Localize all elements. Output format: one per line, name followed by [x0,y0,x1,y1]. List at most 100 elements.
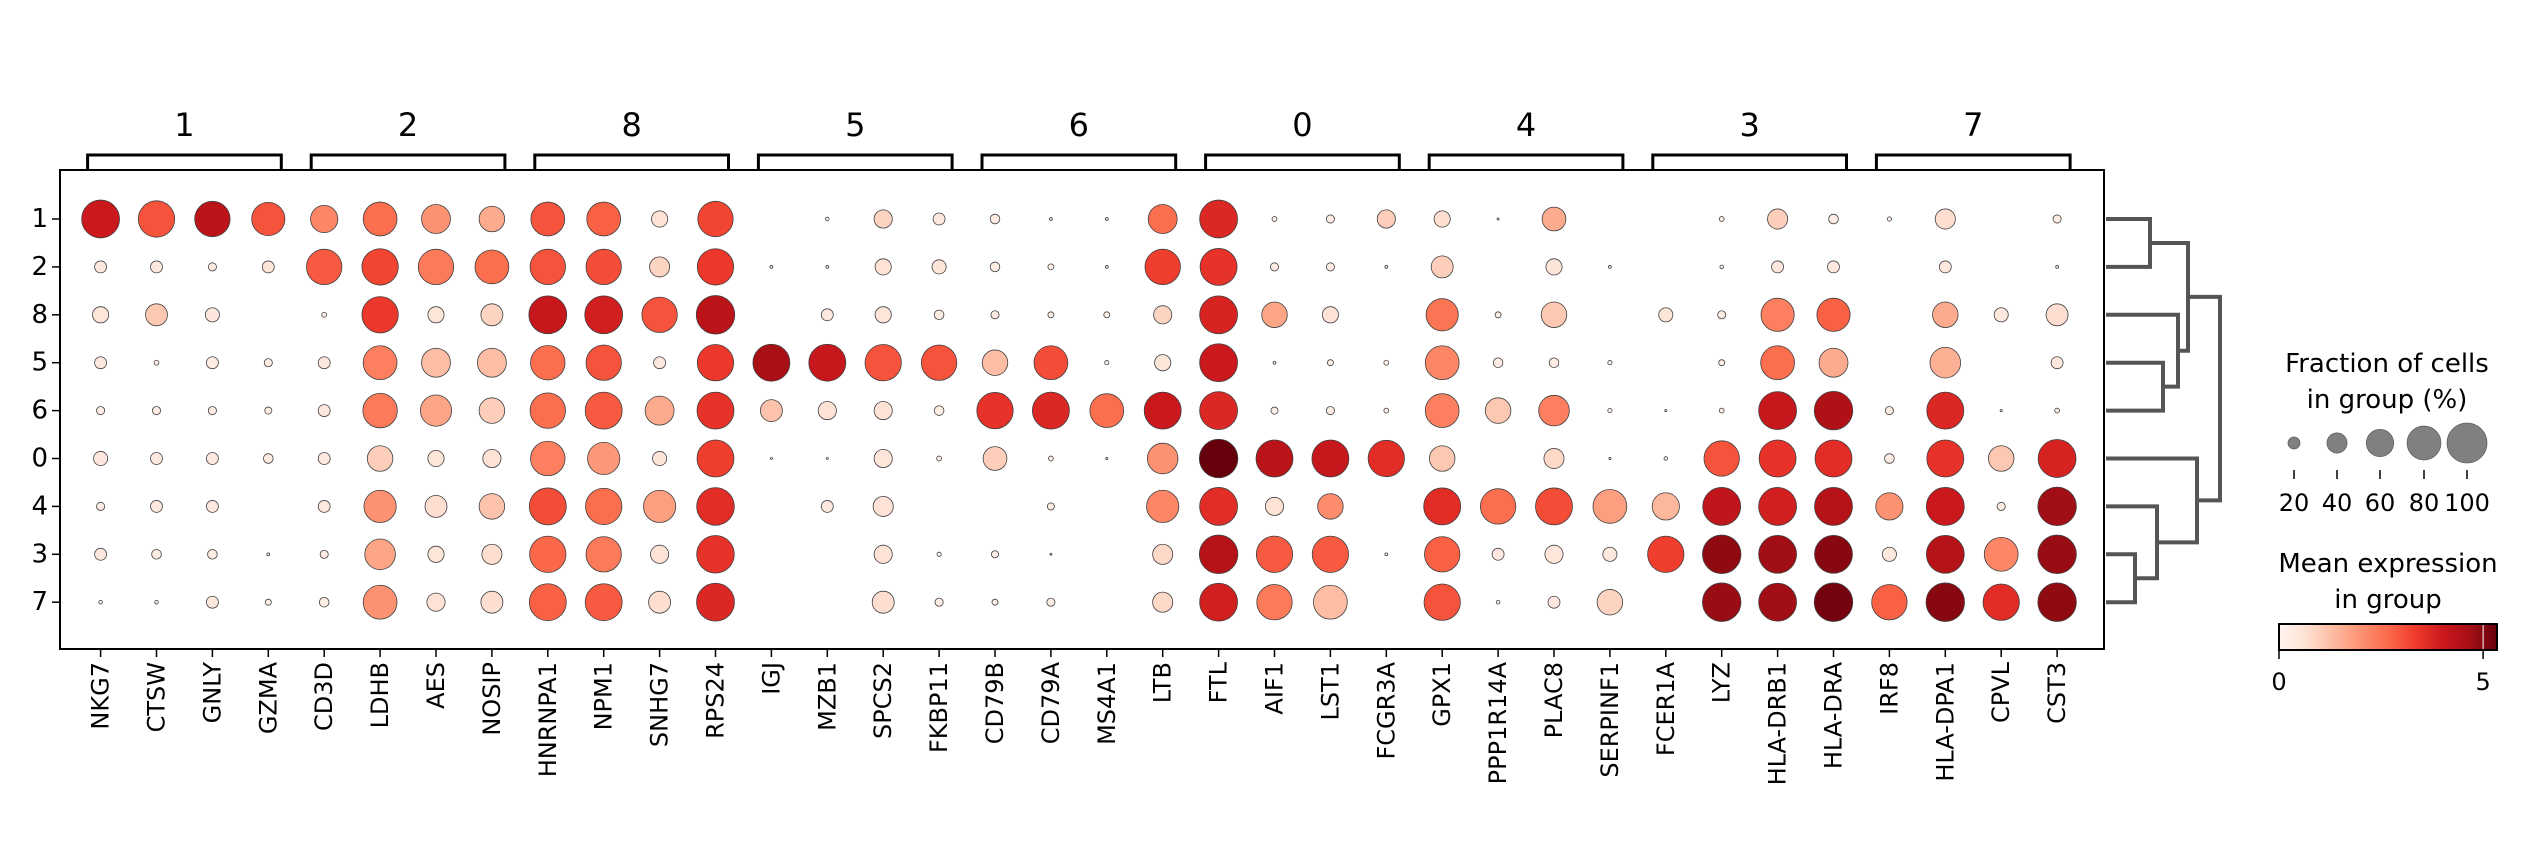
dot-5-LYZ [1718,359,1726,367]
dot-0-AIF1 [1255,439,1294,478]
gene-group-label: 3 [1739,106,1759,144]
gene-label: IGJ [757,662,785,695]
gene-label: CPVL [1987,661,2015,723]
dot-0-CD79A [1048,455,1054,462]
dot-2-CD79B [989,261,1001,273]
dot-2-CD3D [306,248,343,286]
dot-4-GPX1 [1423,487,1462,526]
dot-0-AES [427,449,445,468]
dot-3-RPS24 [696,535,735,574]
dot-2-CST3 [2055,265,2059,269]
dot-8-LTB [1153,305,1173,325]
dot-0-CD3D [317,452,331,465]
gene-label: NOSIP [478,662,506,736]
dot-3-LDHB [364,538,396,571]
dot-8-FKBP11 [933,309,945,321]
dot-6-PLAC8 [1538,394,1570,427]
dot-2-FTL [1199,248,1238,286]
dot-4-PLAC8 [1535,487,1573,526]
dot-7-PPP1R14A [1495,600,1501,605]
dot-8-PLAC8 [1540,301,1568,328]
dot-3-CTSW [151,549,162,560]
gene-label: PLAC8 [1540,662,1568,738]
dot-6-AES [419,394,453,427]
dot-5-SERPINF1 [1607,360,1613,366]
dendrogram-link [2106,360,2165,413]
dot-4-GNLY [206,500,219,513]
dot-5-PPP1R14A [1492,357,1504,368]
dot-6-FCER1A [1664,409,1668,413]
gene-label: CTSW [143,662,171,732]
dot-8-FTL [1199,295,1238,335]
dot-0-FCER1A [1663,456,1668,461]
dot-2-HLA-DRA [1827,260,1840,274]
dot-1-NOSIP [478,205,506,233]
dot-3-HLA-DRB1 [1758,534,1797,574]
dot-7-HNRNPA1 [528,583,567,622]
colorbar-label: 0 [2271,668,2286,696]
dot-5-NOSIP [477,347,507,378]
size-legend-label: 60 [2365,489,2396,517]
dot-3-PLAC8 [1544,544,1564,564]
dot-7-HLA-DRA [1813,582,1854,622]
group-row-label: 0 [31,444,48,474]
dendrogram [2106,217,2222,605]
dot-3-GNLY [207,549,218,560]
dot-1-FTL [1199,199,1238,239]
dot-7-HLA-DPA1 [1925,582,1965,622]
dot-7-CD79B [991,598,999,606]
dot-2-LST1 [1325,262,1335,272]
dot-1-GPX1 [1433,210,1451,228]
x-axis: NKG7 CTSW GNLY GZMA CD3D LDHB AES NOSIP HNRNPA1 N… [87,649,2071,785]
gene-group-label: 5 [845,106,865,144]
dot-4-SPCS2 [872,495,894,517]
dot-7-LTB [1152,591,1174,613]
dot-3-SPCS2 [873,544,893,564]
dot-5-AES [421,347,451,378]
group-row-label: 3 [31,539,48,569]
dot-6-CD79B [976,392,1014,430]
dot-0-IRF8 [1884,453,1895,464]
dot-8-CD3D [321,311,328,318]
dot-1-IRF8 [1886,216,1892,222]
size-legend-label: 40 [2322,489,2353,517]
dot-7-CD79A [1046,597,1056,607]
dot-2-NOSIP [474,249,510,285]
dot-1-CD79A [1049,217,1053,221]
dot-7-GNLY [206,595,219,609]
dot-3-FTL [1198,534,1239,574]
dot-6-CD79A [1032,391,1070,430]
dot-5-FKBP11 [920,344,958,381]
dot-1-GNLY [194,200,231,238]
dot-7-CPVL [1982,583,2020,621]
dot-6-GZMA [264,406,273,415]
gene-label: RPS24 [702,662,730,739]
dot-2-LYZ [1719,264,1724,270]
color-legend-title: Mean expression [2278,549,2497,579]
dot-8-NPM1 [584,295,624,335]
dot-5-HNRNPA1 [530,345,566,381]
dot-5-FCGR3A [1383,359,1390,366]
dot-1-LTB [1147,204,1178,234]
dot-3-HLA-DRA [1814,534,1853,574]
dot-3-CD79B [991,550,999,559]
dot-4-CD79A [1046,502,1055,511]
group-row-label: 1 [31,204,48,234]
gene-label: MS4A1 [1093,662,1121,745]
dot-3-SNHG7 [650,544,670,564]
dot-3-GZMA [266,552,271,557]
dot-4-HLA-DRA [1814,487,1853,526]
dot-6-RPS24 [696,391,735,430]
dot-4-CPVL [1996,501,2006,511]
dot-0-LST1 [1311,439,1350,478]
group-row-label: 4 [31,491,48,521]
dot-2-CTSW [150,260,163,274]
dot-7-PLAC8 [1547,595,1561,609]
dot-4-NPM1 [585,487,623,525]
dot-5-RPS24 [696,344,735,382]
dot-6-MS4A1 [1089,393,1125,428]
dot-1-CST3 [2052,214,2062,224]
dot-4-SERPINF1 [1592,489,1628,524]
dot-4-RPS24 [696,487,735,526]
dot-0-NKG7 [93,451,109,466]
